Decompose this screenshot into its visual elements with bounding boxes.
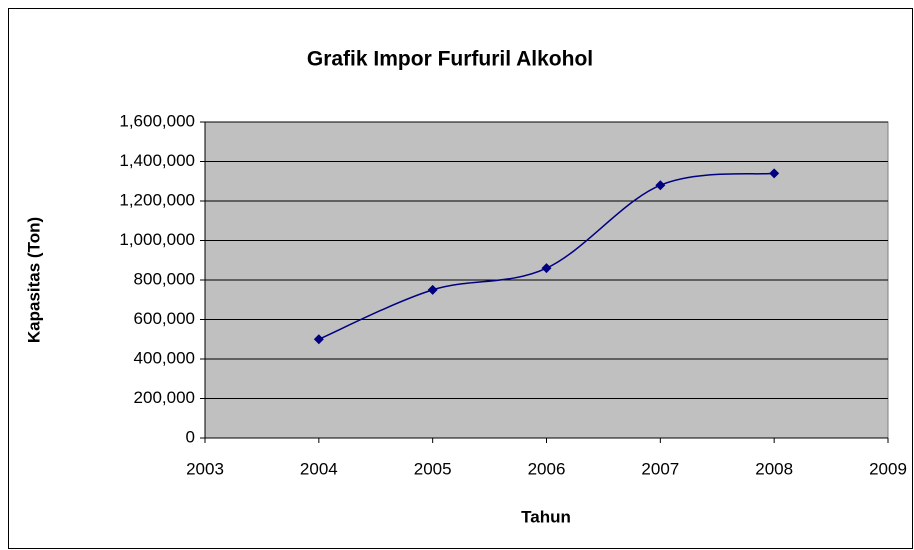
data-point xyxy=(541,263,552,274)
x-tick-label: 2007 xyxy=(641,459,679,478)
x-axis-label: Tahun xyxy=(521,507,571,526)
y-tick-label: 1,200,000 xyxy=(119,190,195,209)
data-point xyxy=(313,334,324,345)
data-point xyxy=(769,168,780,179)
y-tick-label: 0 xyxy=(186,427,195,446)
x-tick-label: 2003 xyxy=(186,459,224,478)
y-tick-label: 600,000 xyxy=(134,309,195,328)
x-tick-label: 2008 xyxy=(755,459,793,478)
y-axis-label: Kapasitas (Ton) xyxy=(24,217,43,343)
x-tick-label: 2009 xyxy=(869,459,907,478)
x-tick-label: 2004 xyxy=(300,459,338,478)
y-tick-label: 800,000 xyxy=(134,269,195,288)
y-tick-label: 1,600,000 xyxy=(119,111,195,130)
y-tick-label: 200,000 xyxy=(134,388,195,407)
y-tick-label: 1,000,000 xyxy=(119,230,195,249)
x-tick-label: 2005 xyxy=(414,459,452,478)
y-tick-label: 400,000 xyxy=(134,348,195,367)
data-point xyxy=(655,180,666,191)
chart-title: Grafik Impor Furfuril Alkohol xyxy=(307,48,593,71)
data-point xyxy=(427,284,438,295)
x-tick-label: 2006 xyxy=(528,459,566,478)
y-tick-label: 1,400,000 xyxy=(119,151,195,170)
